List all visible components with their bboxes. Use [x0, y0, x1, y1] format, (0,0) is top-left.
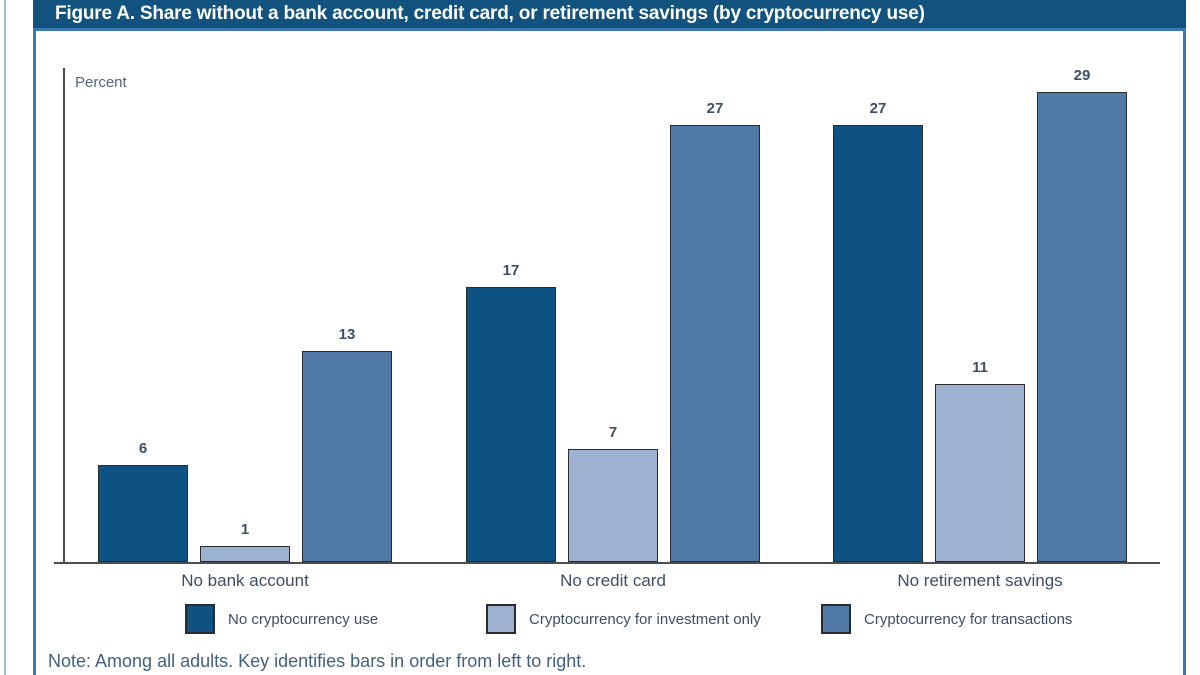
bar-value-label: 1 [240, 521, 250, 538]
y-axis-label: Percent [75, 74, 127, 91]
bar-group-no-credit-card: 17 7 27 [466, 67, 760, 562]
bar-no-cryptocurrency-use-no-retirement-savings [833, 125, 923, 562]
bar-column-no-cryptocurrency-use-no-retirement-savings: 27 [833, 100, 923, 562]
bar-group-no-bank-account: 6 1 13 [98, 67, 392, 562]
chart-legend: No cryptocurrency use Cryptocurrency for … [36, 604, 1183, 638]
bar-column-cryptocurrency-for-investment-only-no-retirement-savings: 11 [935, 359, 1025, 562]
bar-value-label: 27 [706, 100, 724, 117]
bar-cryptocurrency-for-transactions-no-bank-account [302, 351, 392, 562]
page-left-rule-line [4, 0, 6, 675]
bar-column-cryptocurrency-for-investment-only-no-bank-account: 1 [200, 521, 290, 562]
category-label-no-retirement-savings: No retirement savings [897, 571, 1063, 590]
legend-item-cryptocurrency-for-transactions: Cryptocurrency for transactions [821, 604, 1072, 634]
bar-cryptocurrency-for-investment-only-no-credit-card [568, 449, 658, 562]
legend-item-no-cryptocurrency-use: No cryptocurrency use [185, 604, 378, 634]
category-label-no-credit-card: No credit card [560, 571, 666, 590]
bar-column-cryptocurrency-for-transactions-no-bank-account: 13 [302, 326, 392, 562]
legend-item-cryptocurrency-for-investment-only: Cryptocurrency for investment only [486, 604, 761, 634]
bar-column-no-cryptocurrency-use-no-bank-account: 6 [98, 440, 188, 562]
bar-column-no-cryptocurrency-use-no-credit-card: 17 [466, 262, 556, 562]
bar-no-cryptocurrency-use-no-credit-card [466, 287, 556, 562]
bar-group-no-retirement-savings: 27 11 29 [833, 67, 1127, 562]
legend-label: Cryptocurrency for investment only [529, 610, 761, 628]
y-axis-line [63, 68, 65, 563]
legend-label: Cryptocurrency for transactions [864, 610, 1073, 628]
bar-no-cryptocurrency-use-no-bank-account [98, 465, 188, 562]
category-label-no-bank-account: No bank account [181, 571, 309, 590]
bar-cryptocurrency-for-investment-only-no-retirement-savings [935, 384, 1025, 562]
bar-cryptocurrency-for-investment-only-no-bank-account [200, 546, 290, 562]
bar-column-cryptocurrency-for-investment-only-no-credit-card: 7 [568, 424, 658, 562]
bar-column-cryptocurrency-for-transactions-no-credit-card: 27 [670, 100, 760, 562]
bar-value-label: 13 [338, 326, 356, 343]
bar-value-label: 29 [1073, 67, 1091, 84]
bar-value-label: 11 [972, 359, 988, 376]
bar-value-label: 27 [869, 100, 887, 117]
figure-a-panel: Figure A. Share without a bank account, … [33, 0, 1186, 675]
figure-title: Figure A. Share without a bank account, … [33, 0, 1186, 28]
bar-cryptocurrency-for-transactions-no-retirement-savings [1037, 92, 1127, 562]
bar-value-label: 6 [138, 440, 148, 457]
bar-value-label: 7 [608, 424, 618, 441]
figure-box: Percent 6 1 13 17 7 27 27 11 29 No cryptocurrenc… [33, 28, 1186, 675]
figure-note: Note: Among all adults. Key identifies b… [48, 651, 587, 671]
legend-label: No cryptocurrency use [228, 610, 379, 628]
legend-swatch-cryptocurrency-for-transactions [821, 604, 851, 634]
bar-column-cryptocurrency-for-transactions-no-retirement-savings: 29 [1037, 67, 1127, 562]
bar-cryptocurrency-for-transactions-no-credit-card [670, 125, 760, 562]
bar-value-label: 17 [502, 262, 520, 279]
legend-swatch-no-cryptocurrency-use [185, 604, 215, 634]
x-axis-line [54, 562, 1160, 564]
legend-swatch-cryptocurrency-for-investment-only [486, 604, 516, 634]
